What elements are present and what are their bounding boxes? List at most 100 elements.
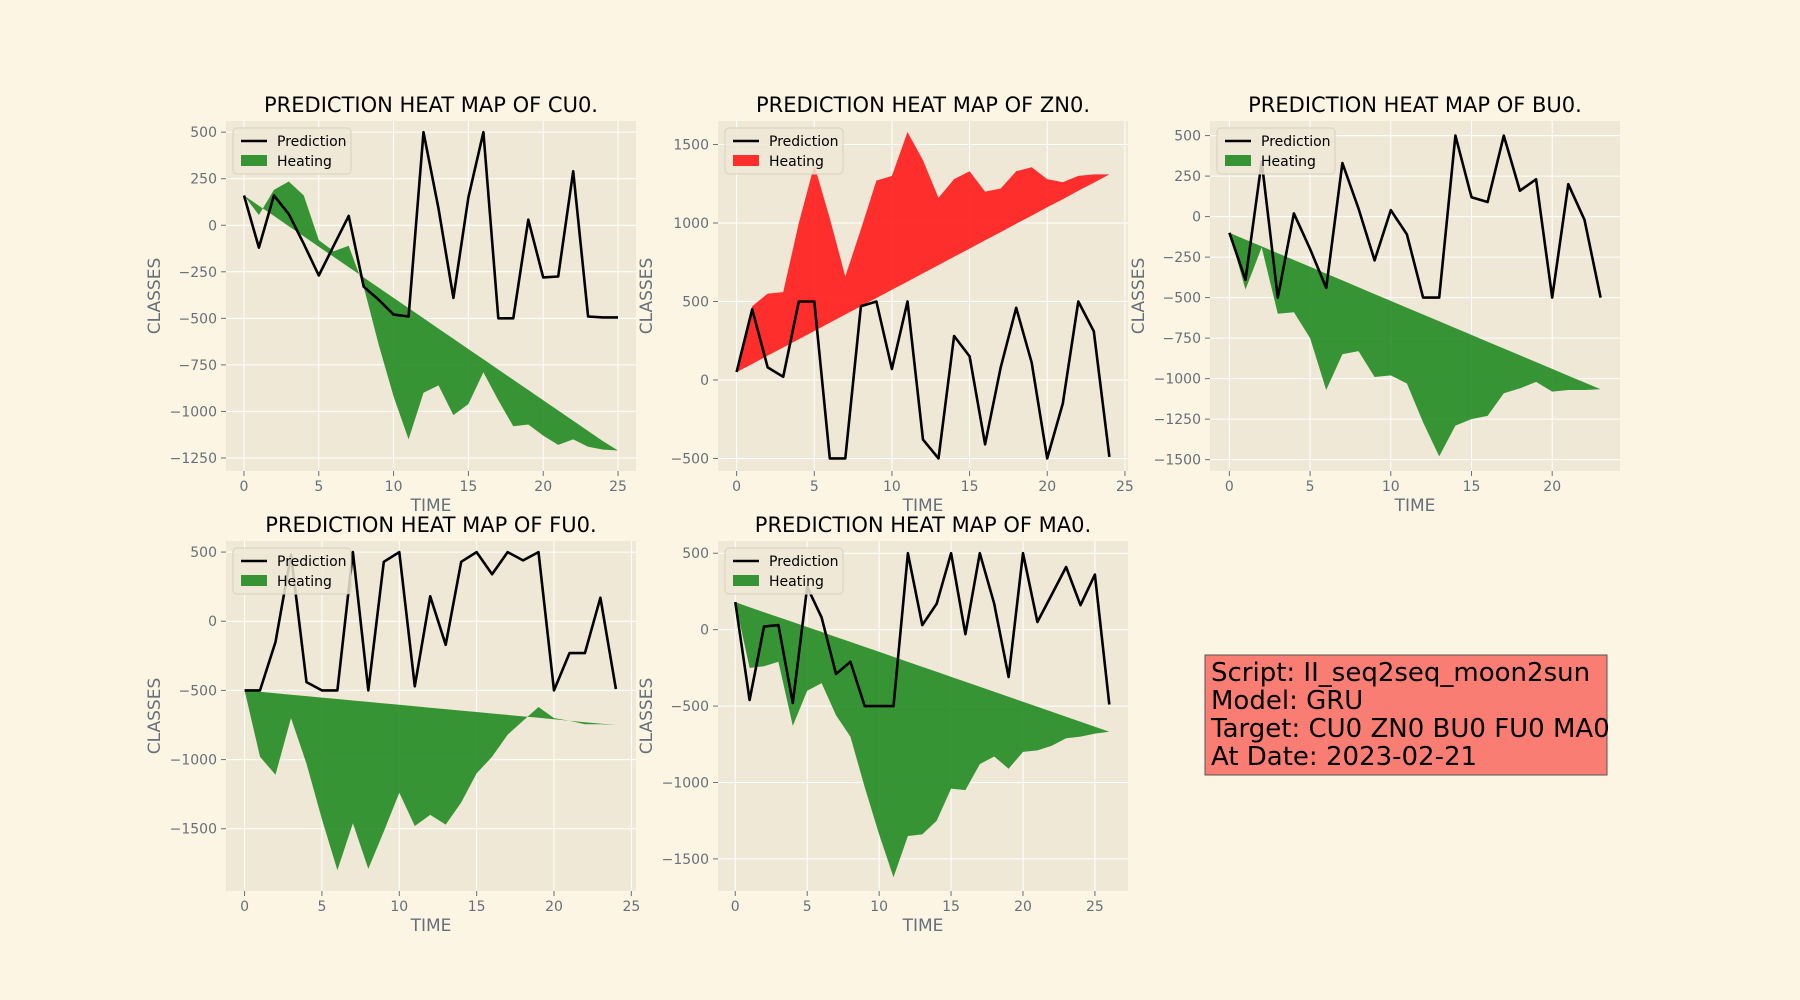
prediction-line [242, 130, 618, 320]
y-tick-label: −1000 [662, 775, 709, 791]
x-tick-label: 15 [468, 899, 486, 915]
y-tick-label: −500 [179, 683, 217, 699]
y-tick-label: −1000 [170, 753, 217, 769]
y-tick-label: −1000 [1154, 372, 1201, 388]
prediction-line [734, 551, 1111, 708]
y-tick-label: −500 [671, 699, 709, 715]
x-tick-label: 15 [1463, 479, 1481, 495]
legend-heating-label: Heating [277, 574, 332, 590]
x-tick-label: 5 [317, 899, 326, 915]
x-tick-label: 20 [545, 899, 563, 915]
y-tick-label: 0 [208, 218, 217, 234]
x-axis-label: TIME [902, 916, 944, 936]
x-tick-label: 25 [1116, 479, 1134, 495]
heating-area [1229, 232, 1601, 457]
y-tick-label: −1500 [662, 852, 709, 868]
chart-title: PREDICTION HEAT MAP OF MA0. [755, 513, 1091, 537]
y-axis-label: CLASSES [145, 678, 165, 754]
y-tick-label: −1500 [1154, 453, 1201, 469]
x-tick-label: 20 [1038, 479, 1056, 495]
chart-panel-1: 0 5 10 15 20 25 1500 1000 500 0 −500 PREDICTION HEA… [637, 93, 1134, 516]
legend-heating-label: Heating [769, 154, 824, 170]
info-date-line: At Date: 2023-02-21 [1211, 742, 1477, 772]
y-tick-label: −750 [1163, 331, 1201, 347]
x-tick-label: 15 [961, 479, 979, 495]
x-axis-label: TIME [1394, 496, 1436, 516]
x-axis-label: TIME [410, 496, 452, 516]
x-tick-label: 15 [942, 899, 960, 915]
chart-title: PREDICTION HEAT MAP OF FU0. [265, 513, 596, 537]
heating-area [735, 602, 1110, 878]
chart-panel-4: 0 5 10 15 20 25 500 0 −500 −1000 −1500 PREDICTION H… [637, 513, 1128, 936]
legend-heating-swatch [241, 155, 267, 166]
heating-area [244, 690, 616, 871]
x-tick-label: 0 [240, 899, 249, 915]
y-tick-label: 0 [700, 373, 709, 389]
x-axis-label: TIME [410, 916, 452, 936]
heating-area [736, 132, 1110, 373]
y-tick-label: 250 [190, 172, 217, 188]
y-tick-label: 250 [1174, 169, 1201, 185]
x-tick-label: 5 [314, 479, 323, 495]
chart-panel-0: 0 5 10 15 20 25 500 250 0 −250 −500 −750 −1000 −1250 P… [145, 93, 636, 516]
x-tick-label: 10 [870, 899, 888, 915]
y-tick-label: −500 [671, 451, 709, 467]
y-tick-label: −1250 [170, 451, 217, 467]
x-tick-label: 20 [1543, 479, 1561, 495]
x-tick-label: 0 [1225, 479, 1234, 495]
y-tick-label: −1500 [170, 822, 217, 838]
y-tick-label: −250 [179, 265, 217, 281]
legend-heating-label: Heating [277, 154, 332, 170]
x-tick-label: 10 [883, 479, 901, 495]
y-tick-label: 0 [208, 614, 217, 630]
y-tick-label: 1000 [673, 216, 709, 232]
chart-panel-2: 0 5 10 15 20 500 250 0 −250 −500 −750 −1000 −1250 −15… [1129, 93, 1620, 516]
y-tick-label: −1000 [170, 404, 217, 420]
x-tick-label: 5 [1306, 479, 1315, 495]
x-tick-label: 15 [459, 479, 477, 495]
legend-heating-swatch [241, 575, 267, 586]
y-axis-label: CLASSES [637, 258, 657, 334]
info-script-line: Script: II_seq2seq_moon2sun [1211, 658, 1590, 688]
info-target-line: Target: CU0 ZN0 BU0 FU0 MA0 [1210, 714, 1610, 744]
chart-title: PREDICTION HEAT MAP OF CU0. [264, 93, 598, 117]
prediction-line [244, 550, 618, 692]
info-box: Script: II_seq2seq_moon2sun Model: GRU T… [1204, 654, 1610, 776]
y-tick-label: 0 [1192, 210, 1201, 226]
x-tick-label: 0 [239, 479, 248, 495]
info-model-line: Model: GRU [1211, 686, 1363, 716]
x-tick-label: 10 [385, 479, 403, 495]
plot-area [226, 121, 636, 471]
y-tick-label: −750 [179, 358, 217, 374]
x-tick-label: 5 [810, 479, 819, 495]
y-tick-label: 500 [682, 546, 709, 562]
x-tick-label: 0 [731, 899, 740, 915]
x-tick-label: 10 [390, 899, 408, 915]
y-tick-label: −500 [1163, 291, 1201, 307]
y-axis-label: CLASSES [145, 258, 165, 334]
y-tick-label: −250 [1163, 250, 1201, 266]
legend-heating-swatch [733, 575, 759, 586]
legend-prediction-label: Prediction [769, 554, 839, 570]
y-tick-label: 1500 [673, 138, 709, 154]
x-axis-label: TIME [902, 496, 944, 516]
x-tick-label: 25 [609, 479, 627, 495]
y-axis-label: CLASSES [637, 678, 657, 754]
legend-prediction-label: Prediction [1261, 134, 1331, 150]
y-axis-label: CLASSES [1129, 258, 1149, 334]
chart-panel-3: 0 5 10 15 20 25 500 0 −500 −1000 −1500 PREDICTION H… [145, 513, 640, 936]
y-tick-label: 0 [700, 623, 709, 639]
x-tick-label: 0 [732, 479, 741, 495]
chart-title: PREDICTION HEAT MAP OF BU0. [1248, 93, 1582, 117]
x-tick-label: 10 [1382, 479, 1400, 495]
y-tick-label: −1250 [1154, 412, 1201, 428]
y-tick-label: 500 [190, 125, 217, 141]
y-tick-label: 500 [190, 545, 217, 561]
prediction-line [735, 300, 1111, 460]
legend-heating-label: Heating [769, 574, 824, 590]
x-tick-label: 5 [803, 899, 812, 915]
legend-prediction-label: Prediction [277, 554, 347, 570]
y-tick-label: −500 [179, 311, 217, 327]
x-tick-label: 20 [534, 479, 552, 495]
